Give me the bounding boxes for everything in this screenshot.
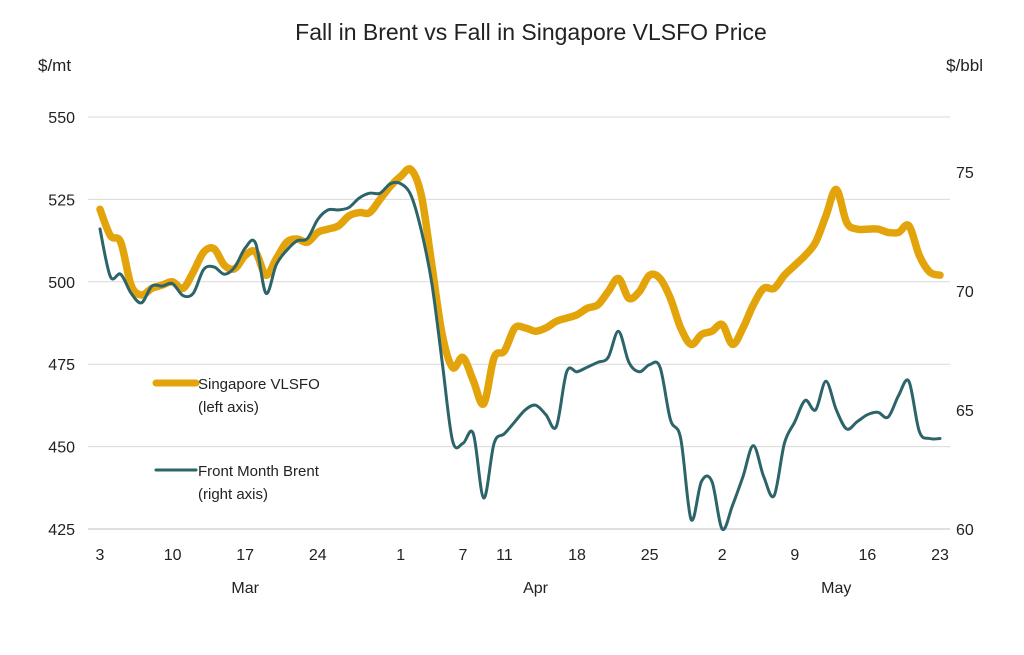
x-tick-label: 10 [164,547,182,564]
chart-title: Fall in Brent vs Fall in Singapore VLSFO… [295,19,767,45]
left-tick-label: 425 [48,522,75,539]
legend-label-vlsfo: Singapore VLSFO [198,376,320,393]
right-axis-unit-label: $/bbl [946,56,983,75]
left-tick-label: 450 [48,440,75,457]
gridlines [88,116,950,448]
x-tick-label: 23 [931,547,949,564]
left-tick-label: 525 [48,192,75,209]
series-line-brent [98,180,942,531]
legend-sub-brent: (right axis) [198,486,268,503]
left-tick-label: 500 [48,275,75,292]
right-tick-label: 60 [956,522,974,539]
x-tick-label: 2 [718,547,727,564]
x-tick-label: 1 [396,547,405,564]
legend-sub-vlsfo: (left axis) [198,399,259,416]
right-tick-label: 70 [956,284,974,301]
x-tick-label: 25 [641,547,659,564]
legend-label-brent: Front Month Brent [198,463,320,480]
x-tick-label: 16 [859,547,877,564]
x-month-label: Apr [523,580,549,597]
legend: Singapore VLSFO (left axis) Front Month … [152,376,320,503]
left-tick-label: 475 [48,357,75,374]
left-tick-label: 550 [48,110,75,127]
x-tick-label: 9 [790,547,799,564]
right-tick-label: 65 [956,403,974,420]
x-tick-label: 7 [459,547,468,564]
x-tick-label: 24 [309,547,327,564]
x-tick-label: 17 [236,547,254,564]
left-axis-unit-label: $/mt [38,56,71,75]
x-tick-label: 11 [496,547,513,564]
x-month-label: May [821,580,851,597]
x-month-label: Mar [231,580,259,597]
series-lines [96,165,944,531]
x-tick-label: 18 [568,547,586,564]
right-tick-label: 75 [956,165,974,182]
series-line-vlsfo [96,165,944,408]
x-tick-label: 3 [96,547,105,564]
